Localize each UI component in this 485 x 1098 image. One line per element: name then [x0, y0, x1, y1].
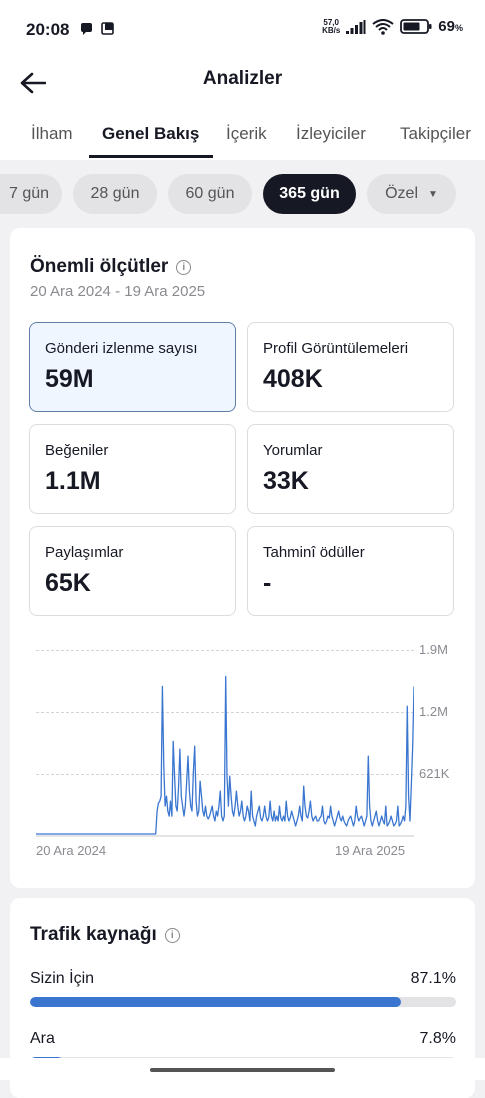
metric-tile-post-views[interactable]: Gönderi izlenme sayısı 59M	[29, 322, 236, 412]
tab-takipciler[interactable]: Takipçiler	[400, 124, 471, 143]
traffic-bar-fill	[30, 997, 402, 1007]
wifi-icon	[372, 18, 394, 35]
traffic-bar	[30, 997, 456, 1007]
metric-tile-likes[interactable]: Beğeniler 1.1M	[29, 424, 236, 514]
status-bar: 20:08 57,0 KB/s 69%	[0, 0, 485, 60]
date-range: 20 Ara 2024 - 19 Ara 2025	[30, 283, 206, 300]
app-header: Analizler	[0, 60, 485, 104]
y-tick-label: 1.2M	[419, 704, 448, 719]
traffic-row-for-you: Sizin İçin 87.1%	[30, 970, 456, 1010]
status-time: 20:08	[26, 20, 70, 39]
back-arrow-icon	[20, 72, 46, 94]
range-chip-60[interactable]: 60 gün	[168, 174, 252, 214]
range-selector: 7 gün 28 gün 60 gün 365 gün Özel ▼	[0, 160, 485, 228]
tab-underline	[89, 155, 213, 158]
y-tick-label: 621K	[419, 766, 450, 781]
caret-down-icon: ▼	[428, 188, 438, 200]
views-series-line	[36, 675, 414, 835]
signal-icon	[346, 19, 366, 34]
range-chip-365[interactable]: 365 gün	[263, 174, 356, 214]
range-chip-custom[interactable]: Özel ▼	[367, 174, 456, 214]
metric-tile-shares[interactable]: Paylaşımlar 65K	[29, 526, 236, 616]
metric-tile-comments[interactable]: Yorumlar 33K	[247, 424, 454, 514]
info-icon[interactable]: i	[176, 259, 192, 275]
chart-plot	[36, 675, 414, 837]
battery-icon	[400, 19, 432, 34]
page-title: Analizler	[202, 68, 283, 89]
metric-tile-estimated-rewards[interactable]: Tahminî ödüller -	[247, 526, 454, 616]
views-chart: 1.9M 1.2M 621K 20 Ara 2024 19 Ara 2025	[30, 633, 470, 863]
notification-icon	[81, 22, 92, 35]
home-indicator[interactable]	[150, 1068, 335, 1072]
tab-bar: İlham Genel Bakış İçerik İzleyiciler Tak…	[0, 104, 485, 161]
traffic-source-title: Trafik kaynağı i	[30, 924, 180, 946]
key-metrics-card: Önemli ölçütler i 20 Ara 2024 - 19 Ara 2…	[10, 228, 475, 888]
range-chip-28[interactable]: 28 gün	[73, 174, 157, 214]
range-chip-7[interactable]: 7 gün	[0, 174, 62, 214]
screen-icon	[101, 22, 114, 35]
x-end-label: 19 Ara 2025	[335, 843, 406, 858]
x-start-label: 20 Ara 2024	[36, 843, 107, 858]
tab-genel-bakis[interactable]: Genel Bakış	[102, 124, 200, 143]
back-button[interactable]	[16, 66, 50, 100]
tab-izleyiciler[interactable]: İzleyiciler	[296, 124, 366, 143]
tab-icerik[interactable]: İçerik	[226, 124, 267, 143]
battery-percent: 69%	[438, 18, 463, 35]
gridline	[36, 650, 414, 651]
network-speed: 57,0 KB/s	[322, 17, 341, 35]
y-tick-label: 1.9M	[419, 642, 448, 657]
key-metrics-title: Önemli ölçütler i	[30, 256, 192, 278]
metric-tile-profile-views[interactable]: Profil Görüntülemeleri 408K	[247, 322, 454, 412]
info-icon[interactable]: i	[164, 927, 180, 943]
tab-ilham[interactable]: İlham	[31, 124, 73, 143]
